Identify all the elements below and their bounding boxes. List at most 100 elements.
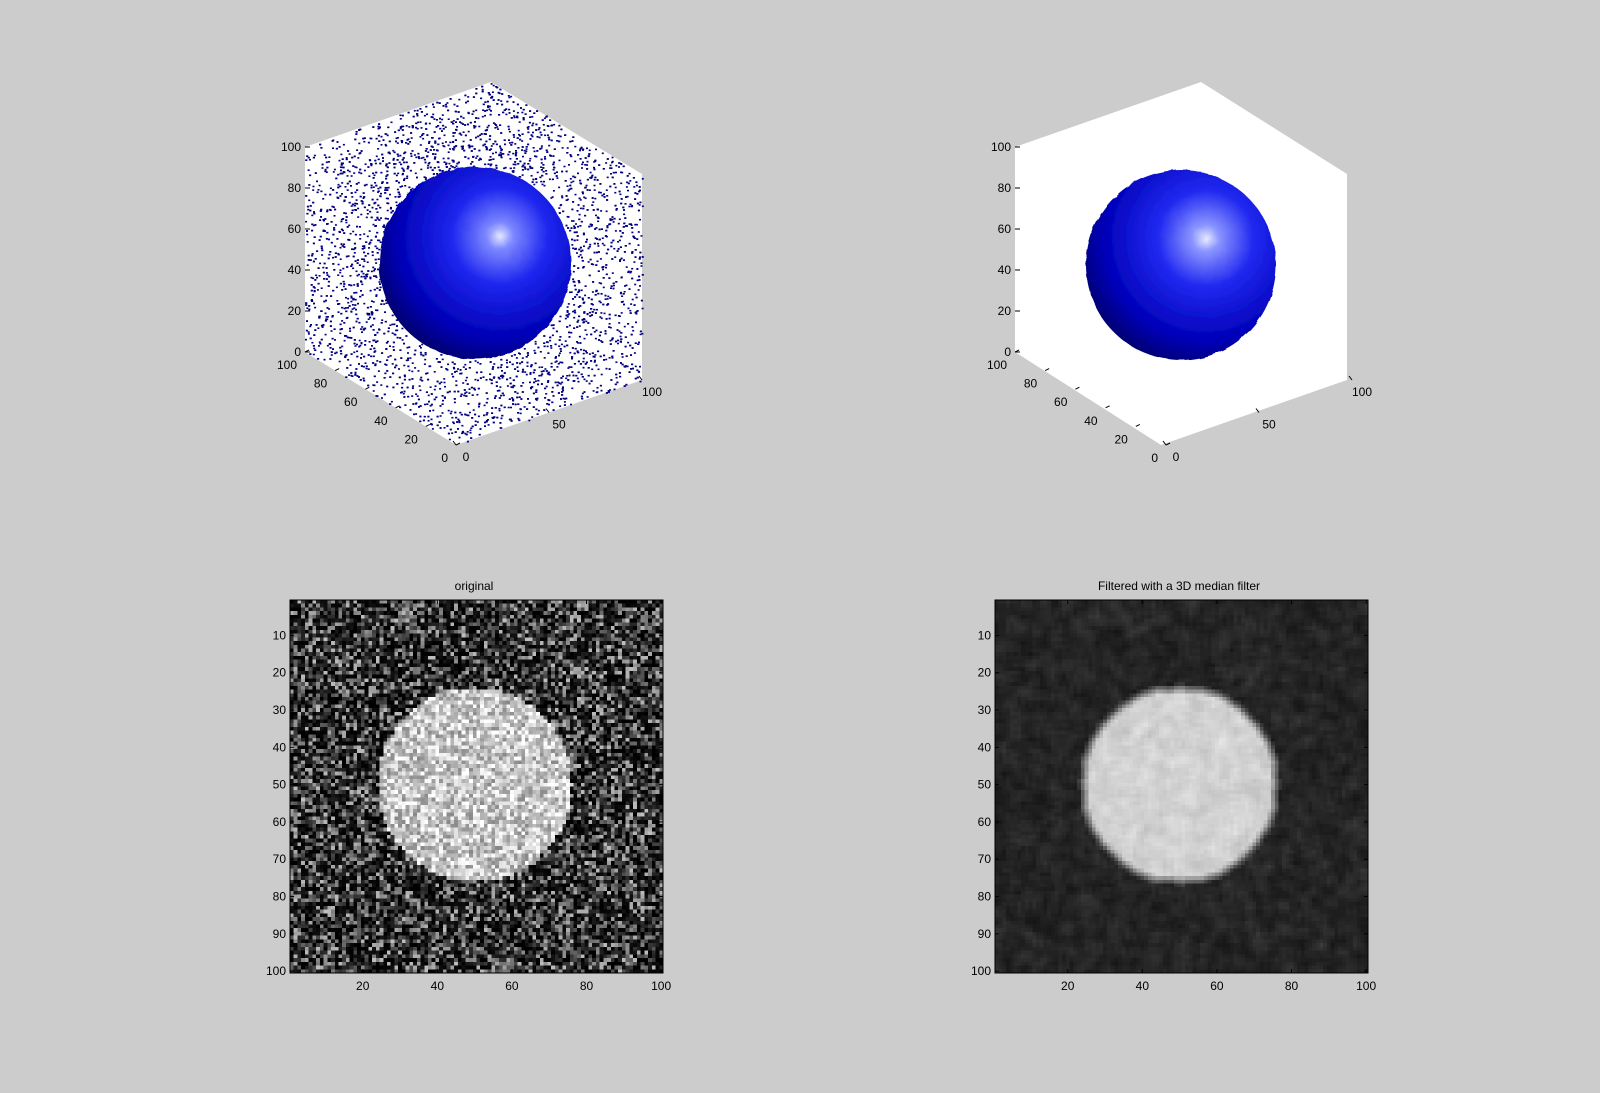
noise-voxel bbox=[591, 314, 593, 316]
noise-voxel bbox=[509, 361, 511, 363]
noise-voxel bbox=[586, 313, 589, 315]
noise-voxel bbox=[595, 391, 598, 394]
noise-voxel bbox=[565, 397, 568, 400]
noise-voxel bbox=[502, 153, 505, 155]
noise-voxel bbox=[389, 403, 392, 405]
noise-voxel bbox=[485, 148, 488, 151]
noise-voxel bbox=[360, 342, 363, 345]
noise-voxel bbox=[343, 232, 346, 234]
y-tick-label: 40 bbox=[978, 740, 992, 754]
noise-voxel bbox=[343, 243, 345, 246]
y-tick-mark bbox=[1075, 386, 1080, 390]
noise-voxel bbox=[485, 129, 488, 131]
noise-voxel bbox=[348, 153, 351, 155]
noise-voxel bbox=[618, 372, 621, 374]
noise-voxel bbox=[337, 274, 340, 276]
y-tick-mark bbox=[1135, 423, 1141, 427]
noise-voxel bbox=[461, 148, 464, 150]
noise-voxel bbox=[367, 384, 370, 387]
noise-voxel bbox=[433, 158, 436, 160]
noise-voxel bbox=[615, 171, 617, 174]
noise-voxel bbox=[545, 173, 548, 175]
noise-voxel bbox=[543, 184, 546, 187]
noise-voxel bbox=[606, 298, 609, 300]
noise-voxel bbox=[427, 164, 430, 167]
noise-voxel bbox=[409, 357, 412, 359]
noise-voxel bbox=[309, 353, 312, 355]
noise-voxel bbox=[615, 281, 618, 283]
y-tick-label: 60 bbox=[273, 815, 287, 829]
noise-voxel bbox=[537, 409, 540, 412]
noise-voxel bbox=[635, 311, 638, 313]
noise-voxel bbox=[585, 184, 588, 187]
noise-voxel bbox=[536, 413, 539, 415]
noise-voxel bbox=[384, 192, 387, 194]
noise-voxel bbox=[578, 290, 581, 293]
noise-voxel bbox=[559, 405, 562, 407]
noise-voxel bbox=[341, 182, 344, 184]
noise-voxel bbox=[535, 155, 538, 158]
noise-voxel bbox=[514, 154, 517, 157]
noise-voxel bbox=[355, 131, 358, 133]
noise-voxel bbox=[540, 162, 543, 164]
noise-voxel bbox=[345, 310, 348, 313]
noise-voxel bbox=[582, 266, 585, 268]
z-tick-label: 80 bbox=[998, 181, 1012, 195]
noise-voxel bbox=[627, 189, 629, 192]
noise-voxel bbox=[617, 339, 619, 342]
noise-voxel bbox=[330, 354, 333, 356]
noise-voxel bbox=[596, 238, 598, 240]
noise-voxel bbox=[367, 166, 370, 168]
noise-voxel bbox=[639, 251, 642, 254]
noise-voxel bbox=[568, 313, 571, 315]
noise-voxel bbox=[353, 204, 356, 207]
noise-voxel bbox=[595, 227, 598, 229]
noise-voxel bbox=[418, 345, 421, 347]
noise-voxel bbox=[521, 146, 524, 148]
noise-voxel bbox=[415, 403, 418, 405]
noise-voxel bbox=[611, 258, 614, 260]
noise-voxel bbox=[345, 317, 348, 319]
noise-voxel bbox=[340, 228, 343, 231]
noise-voxel bbox=[381, 153, 384, 156]
noise-voxel bbox=[385, 364, 388, 366]
noise-voxel bbox=[550, 347, 553, 349]
noise-voxel bbox=[356, 262, 359, 264]
noise-voxel bbox=[351, 304, 354, 306]
noise-voxel bbox=[320, 190, 323, 193]
noise-voxel bbox=[635, 321, 637, 324]
y-tick-mark bbox=[395, 405, 400, 409]
noise-voxel bbox=[481, 85, 484, 88]
noise-voxel bbox=[414, 349, 417, 352]
noise-voxel bbox=[516, 103, 519, 106]
noise-voxel bbox=[611, 355, 614, 358]
noise-voxel bbox=[347, 297, 350, 300]
noise-voxel bbox=[582, 366, 585, 369]
noise-voxel bbox=[467, 130, 470, 133]
noise-voxel bbox=[543, 342, 546, 344]
noise-voxel bbox=[515, 357, 518, 359]
noise-voxel bbox=[386, 187, 388, 189]
noise-voxel bbox=[499, 422, 502, 424]
noise-voxel bbox=[468, 392, 471, 394]
noise-voxel bbox=[572, 270, 575, 273]
noise-voxel bbox=[310, 289, 313, 292]
y-tick-label: 90 bbox=[273, 927, 287, 941]
noise-voxel bbox=[554, 361, 557, 363]
noise-voxel bbox=[437, 161, 440, 164]
noise-voxel bbox=[546, 403, 549, 405]
noise-voxel bbox=[606, 304, 609, 306]
noise-voxel bbox=[396, 142, 399, 144]
noise-voxel bbox=[335, 191, 338, 194]
noise-voxel bbox=[391, 210, 394, 212]
noise-voxel bbox=[437, 143, 440, 146]
noise-voxel bbox=[596, 308, 598, 311]
noise-voxel bbox=[586, 168, 589, 170]
noise-voxel bbox=[372, 301, 375, 303]
noise-voxel bbox=[510, 117, 513, 119]
noise-voxel bbox=[403, 390, 406, 393]
noise-voxel bbox=[479, 428, 482, 430]
noise-voxel bbox=[456, 118, 459, 120]
noise-voxel bbox=[394, 358, 397, 361]
